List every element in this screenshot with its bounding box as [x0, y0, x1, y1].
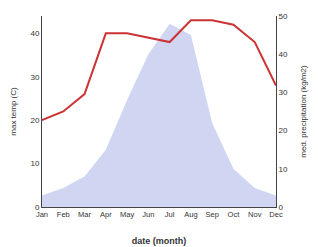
svg-text:Nov: Nov [248, 210, 262, 219]
svg-text:20: 20 [30, 116, 39, 125]
svg-text:Feb: Feb [57, 210, 70, 219]
svg-text:30: 30 [30, 73, 39, 82]
svg-text:40: 40 [30, 29, 39, 38]
svg-text:Aug: Aug [184, 210, 197, 219]
svg-text:50: 50 [279, 12, 288, 21]
svg-text:max temp (C): max temp (C) [9, 87, 18, 136]
svg-text:May: May [120, 210, 134, 219]
svg-text:10: 10 [30, 159, 39, 168]
svg-text:Jul: Jul [165, 210, 175, 219]
svg-text:date (month): date (month) [132, 236, 187, 246]
svg-text:20: 20 [279, 126, 288, 135]
svg-text:Apr: Apr [100, 210, 112, 219]
svg-text:Sep: Sep [206, 210, 219, 219]
svg-text:Oct: Oct [228, 210, 241, 219]
svg-text:Mar: Mar [78, 210, 91, 219]
svg-text:Jun: Jun [142, 210, 154, 219]
svg-text:30: 30 [279, 88, 288, 97]
svg-text:0: 0 [35, 203, 40, 212]
svg-text:Dec: Dec [269, 210, 283, 219]
svg-text:10: 10 [279, 165, 288, 174]
svg-text:0: 0 [279, 203, 284, 212]
svg-text:Jan: Jan [36, 210, 48, 219]
svg-text:40: 40 [279, 50, 288, 59]
svg-text:med. precipitation (kg/m2): med. precipitation (kg/m2) [299, 65, 308, 158]
